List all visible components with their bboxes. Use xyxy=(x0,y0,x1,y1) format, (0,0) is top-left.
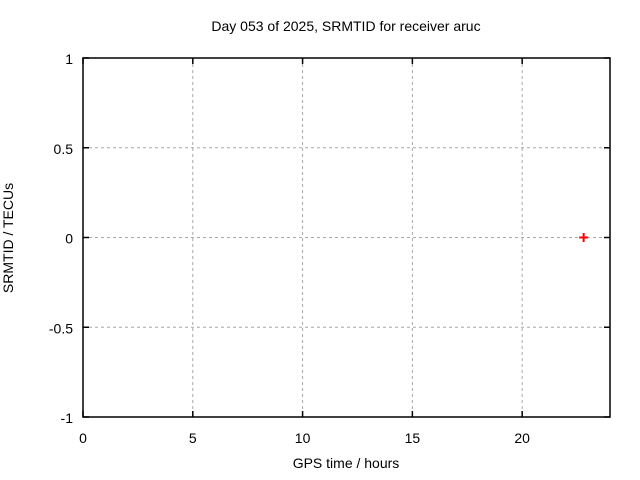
x-tick-label: 5 xyxy=(189,430,197,446)
x-axis-label: GPS time / hours xyxy=(293,455,400,471)
y-tick-label: 0 xyxy=(65,231,73,247)
y-tick-label: -1 xyxy=(61,410,74,426)
y-tick-label: 0.5 xyxy=(54,141,74,157)
y-tick-label: -0.5 xyxy=(49,320,73,336)
x-tick-label: 0 xyxy=(79,430,87,446)
y-axis-label: SRMTID / TECUs xyxy=(0,183,16,293)
chart-title: Day 053 of 2025, SRMTID for receiver aru… xyxy=(211,18,480,34)
x-tick-label: 10 xyxy=(295,430,311,446)
x-tick-label: 20 xyxy=(514,430,530,446)
y-tick-label: 1 xyxy=(65,51,73,67)
x-tick-label: 15 xyxy=(405,430,421,446)
plot-area: 0 5 10 15 20 -1 -0.5 0 0.5 1 xyxy=(49,51,611,446)
